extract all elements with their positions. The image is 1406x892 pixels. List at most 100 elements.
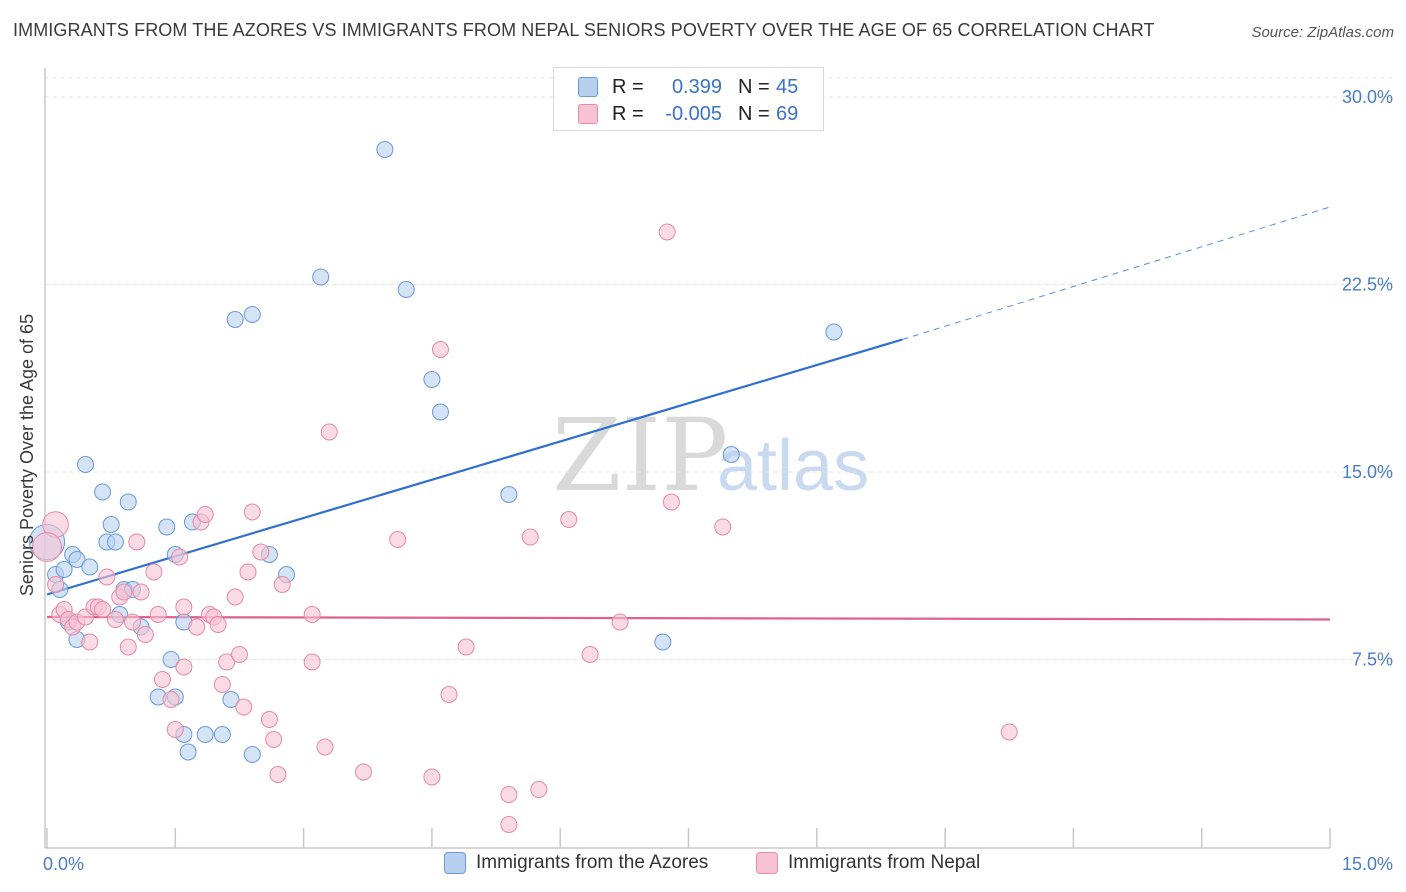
nepal-point — [119, 638, 137, 656]
nepal-point — [81, 633, 99, 651]
nepal-point — [1000, 723, 1018, 741]
azores-point — [68, 551, 86, 568]
azores-point — [226, 311, 244, 328]
nepal-point — [188, 618, 206, 636]
nepal-swatch — [578, 104, 598, 124]
nepal-point — [500, 786, 518, 803]
nepal-point — [209, 616, 227, 633]
series-legend: Immigrants from the Azores Immigrants fr… — [0, 852, 1406, 878]
azores-legend-swatch — [444, 852, 466, 874]
azores-point — [431, 403, 449, 421]
source-credit: Source: ZipAtlas.com — [1251, 24, 1394, 41]
nepal-point — [303, 606, 321, 623]
y-tick-label: 7.5% — [1352, 650, 1393, 670]
y-tick-label: 22.5% — [1342, 275, 1393, 295]
nepal-point — [115, 583, 133, 601]
nepal-point — [47, 576, 65, 593]
azores-trend-extension — [902, 206, 1331, 340]
nepal-point — [213, 676, 231, 693]
nepal-point — [196, 506, 214, 523]
azores-point — [76, 456, 94, 473]
data-points — [28, 141, 1018, 833]
nepal-point — [149, 606, 167, 623]
azores-point — [243, 746, 261, 763]
azores-point — [825, 323, 843, 341]
nepal-point — [521, 528, 539, 546]
nepal-point — [175, 598, 193, 616]
nepal-point — [124, 613, 142, 631]
nepal-point — [243, 503, 261, 521]
nepal-point — [265, 731, 283, 748]
azores-point — [162, 651, 180, 668]
tick-labels: 7.5% 15.0% 22.5% 30.0% 0.0% 15.0% — [43, 87, 1393, 874]
nepal-point — [106, 611, 124, 628]
nepal-point — [581, 646, 599, 663]
nepal-point — [94, 601, 112, 618]
azores-point — [243, 306, 261, 323]
azores-point — [81, 558, 99, 576]
nepal-trend-line — [46, 615, 1331, 621]
y-axis-title: Seniors Poverty Over the Age of 65 — [17, 314, 37, 596]
nepal-point — [611, 613, 629, 631]
y-tick-label: 15.0% — [1342, 462, 1393, 482]
n-label: N = — [738, 102, 770, 125]
azores-point — [423, 371, 441, 388]
r-value: -0.005 — [665, 102, 722, 125]
nepal-point — [145, 563, 163, 581]
nepal-point — [128, 533, 146, 551]
x-tick-label: 15.0% — [1342, 854, 1393, 874]
legend-row-nepal: R = -0.005 N = 69 — [578, 102, 798, 126]
nepal-point — [320, 423, 338, 441]
nepal-point — [239, 563, 257, 581]
nepal-point — [132, 583, 150, 601]
nepal-point — [714, 518, 732, 536]
nepal-point — [235, 698, 253, 716]
nepal-point — [136, 626, 154, 643]
nepal-point — [252, 543, 270, 561]
azores-trend-line — [46, 338, 903, 596]
legend-label-azores: Immigrants from the Azores — [476, 852, 709, 873]
azores-point — [397, 281, 415, 298]
legend-label-nepal: Immigrants from Nepal — [788, 852, 981, 873]
chart-title: IMMIGRANTS FROM THE AZORES VS IMMIGRANTS… — [13, 20, 1155, 40]
azores-point — [722, 446, 740, 463]
nepal-point — [153, 671, 171, 688]
nepal-legend-swatch — [756, 852, 778, 874]
r-label: R = — [612, 102, 644, 125]
azores-point — [213, 726, 231, 743]
watermark-atlas: atlas — [717, 426, 869, 506]
azores-point — [179, 743, 197, 761]
nepal-point — [440, 686, 458, 703]
azores-point — [654, 633, 672, 651]
nepal-point — [166, 721, 184, 738]
nepal-point — [303, 653, 321, 671]
azores-point — [106, 533, 124, 551]
trend-lines — [46, 206, 1331, 621]
legend-item-azores[interactable]: Immigrants from the Azores — [444, 852, 708, 874]
nepal-point — [269, 766, 287, 783]
nepal-point — [273, 576, 291, 593]
azores-point — [312, 268, 330, 286]
nepal-point — [423, 768, 441, 786]
n-label: N = — [738, 75, 770, 98]
nepal-point — [662, 493, 680, 511]
y-tick-label: 30.0% — [1342, 87, 1393, 107]
nepal-point — [560, 511, 578, 528]
nepal-point — [226, 588, 244, 606]
azores-point — [222, 691, 240, 708]
legend-item-nepal[interactable]: Immigrants from Nepal — [756, 852, 980, 874]
nepal-point — [389, 531, 407, 548]
nepal-point — [260, 711, 278, 728]
azores-point — [55, 561, 73, 578]
legend-row-azores: R = 0.399 N = 45 — [578, 75, 798, 99]
nepal-point — [500, 816, 518, 833]
azores-point — [119, 493, 137, 511]
azores-point — [158, 518, 176, 536]
watermark-zip: ZIP — [552, 397, 728, 514]
n-value: 69 — [776, 102, 799, 125]
nepal-point — [316, 738, 334, 756]
n-value: 45 — [776, 75, 799, 98]
correlation-legend: R = 0.399 N = 45 R = -0.005 N = 69 — [553, 67, 824, 131]
azores-point — [196, 726, 214, 743]
r-label: R = — [612, 75, 644, 98]
